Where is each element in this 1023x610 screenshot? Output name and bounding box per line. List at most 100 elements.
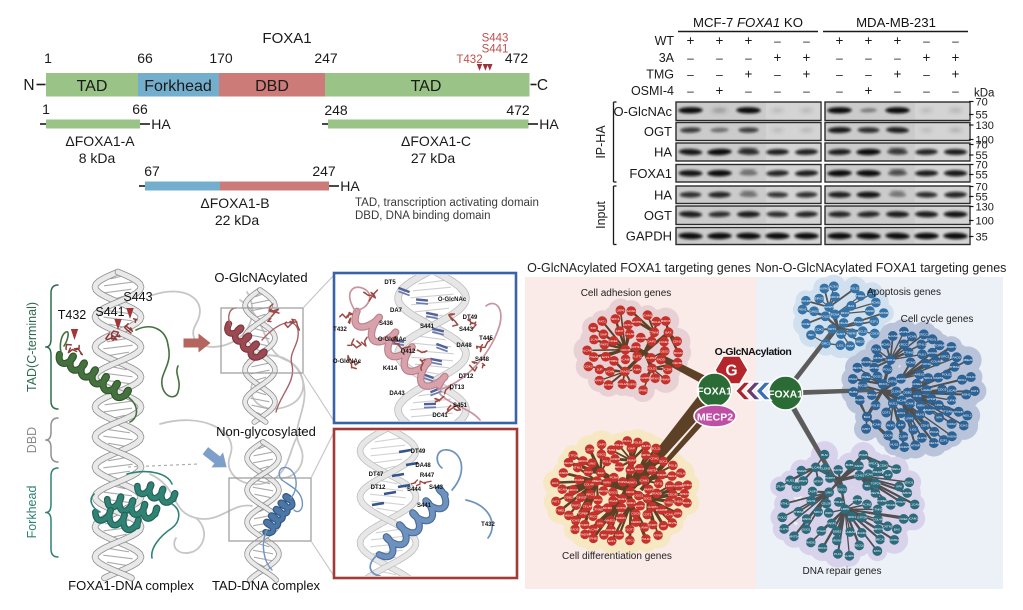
svg-text:RAD23: RAD23 [899,445,909,449]
svg-text:C: C [537,77,548,94]
svg-text:FOXA1: FOXA1 [629,166,672,181]
svg-text:DSG2: DSG2 [597,452,606,456]
svg-text:8 kDa: 8 kDa [79,150,116,166]
svg-text:1: 1 [42,101,50,117]
svg-text:ATRIP: ATRIP [911,444,920,448]
svg-text:RPA1: RPA1 [594,498,602,502]
svg-text:TMG: TMG [646,68,674,82]
svg-text:UBE2C: UBE2C [963,358,974,362]
svg-text:PMAIP: PMAIP [873,470,883,474]
svg-text:ATRIP: ATRIP [814,479,823,483]
svg-text:FOXA1-DNA complex: FOXA1-DNA complex [68,578,194,593]
svg-text:–: – [865,51,872,65]
svg-text:K414: K414 [383,366,398,372]
svg-text:RECQL: RECQL [857,384,868,388]
svg-text:BIRC5: BIRC5 [635,467,644,471]
svg-text:RAD51: RAD51 [933,376,943,380]
svg-text:TRADD: TRADD [651,491,662,495]
svg-text:THBS1: THBS1 [793,510,803,514]
svg-text:TOP2A: TOP2A [871,481,882,485]
svg-text:–: – [803,34,810,48]
svg-text:T432: T432 [456,54,482,66]
svg-text:TOPBP: TOPBP [877,499,887,503]
svg-text:POLD1: POLD1 [647,366,657,370]
svg-text:PCDH7: PCDH7 [825,476,836,480]
svg-text:DC41: DC41 [432,413,448,419]
svg-text:BLM: BLM [627,468,634,472]
svg-text:NEIL2: NEIL2 [963,414,972,418]
svg-text:–: – [774,34,781,48]
svg-text:UNG: UNG [826,490,833,494]
svg-text:TOPBP: TOPBP [934,343,944,347]
svg-text:247: 247 [312,163,336,179]
svg-text:DCHS1: DCHS1 [959,424,970,428]
svg-text:–: – [687,51,694,65]
svg-text:55: 55 [976,192,988,204]
svg-text:BRCA1: BRCA1 [614,465,625,469]
svg-text:APEX1: APEX1 [868,462,878,466]
svg-text:BUB1: BUB1 [846,463,854,467]
svg-text:TIMEL: TIMEL [856,294,865,298]
svg-text:–: – [923,68,930,82]
svg-text:CASP8: CASP8 [824,305,834,309]
svg-text:Non-glycosylated: Non-glycosylated [216,424,316,439]
svg-text:ACIN1: ACIN1 [636,504,645,508]
svg-text:TAD: TAD [77,78,108,95]
svg-text:PCDH7: PCDH7 [855,398,866,402]
svg-text:472: 472 [505,50,529,66]
svg-text:NRXN1: NRXN1 [832,539,843,543]
svg-text:FLOT2: FLOT2 [632,355,642,359]
svg-text:UBE2C: UBE2C [855,340,866,344]
svg-text:LIG1: LIG1 [552,481,559,485]
svg-text:PCDH7: PCDH7 [648,523,659,527]
svg-text:ORC1: ORC1 [941,354,950,358]
svg-text:S441: S441 [482,44,509,56]
svg-text:–: – [716,51,723,65]
svg-text:FANCM: FANCM [801,517,812,521]
svg-text:OGG1: OGG1 [634,494,643,498]
svg-text:FEN1: FEN1 [626,490,634,494]
svg-text:MAD2L: MAD2L [605,519,616,523]
svg-text:HA: HA [151,116,171,132]
svg-text:ITGA6: ITGA6 [589,355,598,359]
svg-text:PCDH7: PCDH7 [580,523,591,527]
svg-text:NCE1: NCE1 [609,339,618,343]
svg-text:PCNA: PCNA [831,312,841,316]
svg-text:FADD: FADD [953,355,962,359]
svg-text:O-GlcNAc: O-GlcNAc [614,104,673,119]
svg-text:XPA: XPA [597,521,604,525]
svg-text:CFLAR: CFLAR [583,505,594,509]
svg-text:–: – [836,68,843,82]
svg-text:XIAP: XIAP [628,446,635,450]
svg-text:FAT1: FAT1 [552,500,559,504]
svg-text:POLH: POLH [677,471,685,475]
svg-text:WT: WT [655,34,675,48]
svg-text:130: 130 [976,120,994,132]
svg-text:CASP8: CASP8 [807,490,817,494]
svg-text:DDB2: DDB2 [903,391,912,395]
svg-text:–: – [745,84,752,98]
svg-text:REV3L: REV3L [852,366,862,370]
svg-text:CELSR: CELSR [563,461,574,465]
svg-text:MCM10: MCM10 [881,342,892,346]
svg-text:–: – [774,84,781,98]
svg-text:GAPDH: GAPDH [626,229,672,244]
svg-text:CLSPN: CLSPN [647,505,657,509]
svg-text:ITGA6: ITGA6 [817,529,826,533]
svg-text:FZD7: FZD7 [862,427,870,431]
svg-text:POLE2: POLE2 [820,314,830,318]
svg-text:TOP2A: TOP2A [921,362,932,366]
svg-text:FANCM: FANCM [861,360,872,364]
svg-text:CDC6: CDC6 [870,332,879,336]
svg-text:MCM10: MCM10 [682,483,693,487]
svg-text:ΔFOXA1-C: ΔFOXA1-C [401,133,471,149]
svg-text:CFLAR: CFLAR [625,332,636,336]
svg-text:OGG1: OGG1 [873,375,882,379]
svg-text:L1CAM: L1CAM [589,338,600,342]
svg-text:RAD51: RAD51 [570,527,580,531]
svg-text:CDH2: CDH2 [650,457,659,461]
svg-text:TNFRS: TNFRS [847,331,857,335]
svg-text:MCM2: MCM2 [906,361,915,365]
svg-text:WRN: WRN [825,511,832,515]
svg-text:MCAM: MCAM [558,487,568,491]
